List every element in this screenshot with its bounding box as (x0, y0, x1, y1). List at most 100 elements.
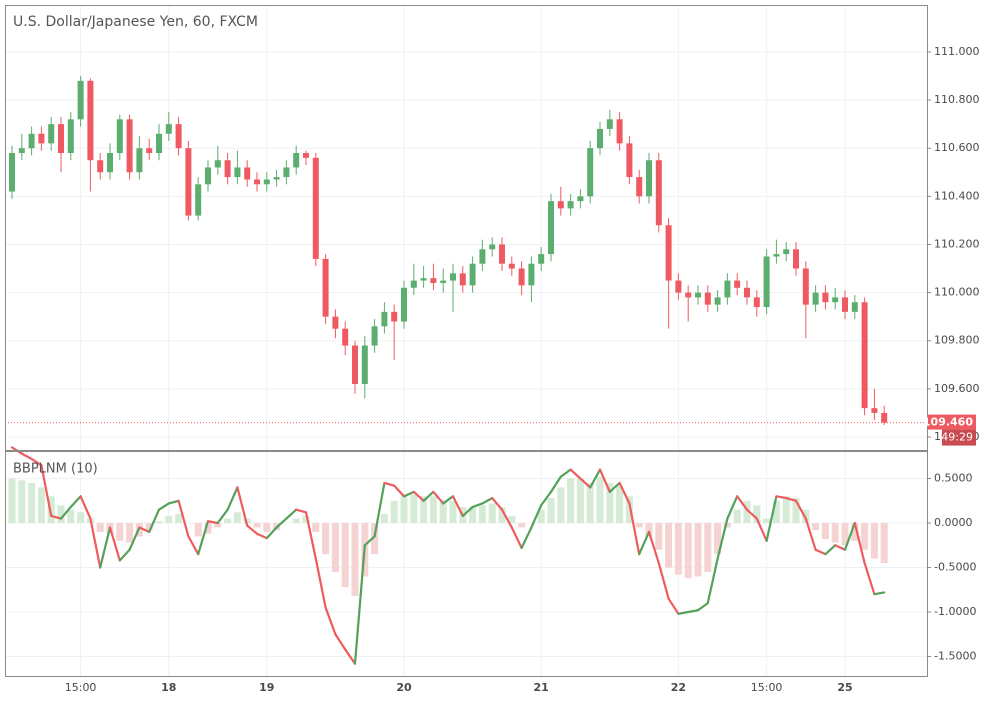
candle-body (136, 148, 143, 173)
histogram-bar (67, 509, 75, 524)
indicator-segment (363, 535, 376, 547)
y-tick-label: 110.600 (934, 141, 980, 154)
indicator-segment (334, 633, 347, 651)
x-tick-label: 19 (259, 681, 274, 694)
indicator-segment (50, 514, 63, 520)
indicator-segment (255, 532, 268, 540)
candle-body (48, 124, 55, 144)
indicator-segment (373, 481, 386, 538)
histogram-bar (831, 523, 839, 543)
candle-body (361, 345, 368, 385)
histogram-bar (880, 523, 888, 564)
histogram-bar (57, 505, 65, 524)
indicator-segment (834, 544, 847, 551)
candle-body (597, 128, 603, 149)
candle-body (871, 408, 878, 413)
candle-body (205, 167, 211, 185)
histogram-bar (145, 523, 153, 531)
indicator-segment (530, 504, 543, 529)
indicator-segment (638, 530, 651, 556)
histogram-bar (753, 505, 761, 524)
candle-body (107, 153, 113, 173)
histogram-bar (567, 478, 575, 524)
indicator-segment (442, 495, 455, 505)
indicator-segment (246, 524, 259, 535)
histogram-bar (331, 523, 339, 572)
indicator-segment (422, 490, 435, 502)
candle-body (655, 160, 662, 226)
y-tick-label: 110.200 (934, 237, 980, 250)
indicator-segment (598, 468, 611, 493)
indicator-segment (745, 508, 758, 520)
indicator-segment (295, 508, 308, 514)
candle-body (548, 201, 554, 255)
histogram-bar (870, 523, 878, 559)
candle-body (812, 292, 819, 305)
candle-body (528, 263, 535, 286)
candle-body (185, 148, 192, 216)
histogram-bar (743, 500, 751, 524)
histogram-bar (861, 523, 869, 550)
histogram-bar (478, 505, 486, 524)
indicator-segment (118, 548, 131, 562)
candle-body (734, 280, 741, 288)
candle-body (763, 256, 770, 308)
candle-body (77, 80, 84, 120)
indicator-segment (814, 548, 827, 556)
histogram-bar (400, 496, 408, 524)
indicator-segment (285, 508, 298, 520)
indicator-segment (216, 508, 229, 525)
y-tick-label: -0.5000 (934, 561, 976, 574)
candle-body (861, 302, 868, 409)
histogram-bar (812, 523, 820, 531)
candle-body (646, 160, 652, 197)
histogram-bar (655, 523, 663, 550)
histogram-bar (302, 515, 310, 524)
candle-body (851, 302, 858, 312)
indicator-segment (500, 508, 513, 529)
indicator-segment (843, 521, 856, 551)
candle-body (244, 167, 251, 180)
indicator-segment (794, 499, 807, 520)
indicator-segment (608, 481, 621, 493)
histogram-bar (498, 506, 506, 524)
indicator-segment (559, 468, 572, 478)
histogram-bar (322, 523, 330, 555)
indicator-segment (863, 561, 876, 596)
histogram-bar (851, 523, 859, 541)
histogram-bar (792, 498, 800, 524)
candle-body (126, 119, 133, 173)
x-tick-label: 18 (161, 681, 176, 694)
indicator-segment (138, 526, 151, 534)
candle-body (587, 148, 594, 197)
histogram-bar (263, 523, 271, 532)
indicator-segment (579, 477, 592, 489)
y-tick-label: 110.400 (934, 189, 980, 202)
indicator-segment (471, 502, 484, 509)
candle-body (195, 184, 202, 216)
histogram-bar (704, 523, 712, 572)
candle-body (881, 412, 888, 423)
chart-title: U.S. Dollar/Japanese Yen, 60, FXCM (13, 14, 258, 30)
histogram-bar (821, 523, 829, 540)
histogram-bar (625, 496, 633, 524)
candle-body (9, 153, 15, 192)
indicator-segment (197, 520, 210, 556)
indicator-segment (667, 597, 680, 615)
candle-body (606, 119, 613, 129)
countdown-tag (942, 429, 976, 446)
histogram-bar (341, 523, 349, 588)
histogram-bar (694, 523, 702, 577)
histogram-bar (253, 523, 261, 528)
candle-body (401, 287, 407, 322)
indicator-segment (618, 481, 631, 505)
indicator-segment (79, 495, 92, 520)
histogram-bar (126, 523, 134, 543)
histogram-bar (243, 518, 251, 524)
marks-layer (5, 75, 927, 665)
y-tick-label: 110.000 (934, 286, 980, 299)
y-tick-label: 0.0000 (934, 516, 973, 529)
candle-body (214, 160, 221, 168)
histogram-bar (351, 523, 359, 596)
indicator-segment (412, 490, 425, 502)
